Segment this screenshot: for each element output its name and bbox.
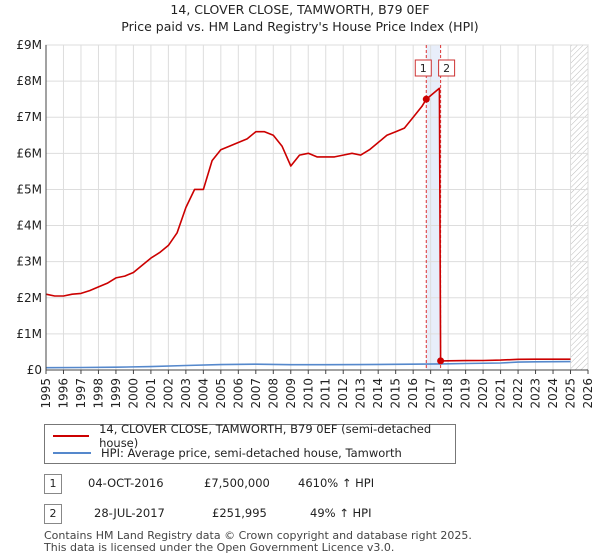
forecast-hatch bbox=[570, 45, 588, 370]
sale-point bbox=[437, 357, 445, 365]
transaction-price: £251,995 bbox=[212, 506, 267, 520]
x-tick-label: 2015 bbox=[389, 378, 403, 409]
y-tick-label: £8M bbox=[16, 74, 42, 88]
x-tick-label: 2016 bbox=[406, 378, 420, 409]
y-tick-label: £1M bbox=[16, 327, 42, 341]
transaction-number: 1 bbox=[44, 474, 62, 494]
legend-label-hpi: HPI: Average price, semi-detached house,… bbox=[101, 446, 402, 460]
x-tick-label: 2024 bbox=[546, 378, 560, 409]
y-tick-label: £7M bbox=[16, 110, 42, 124]
transaction-date: 04-OCT-2016 bbox=[88, 476, 164, 490]
x-tick-label: 1995 bbox=[39, 378, 53, 409]
footer-copyright: Contains HM Land Registry data © Crown c… bbox=[44, 529, 472, 542]
x-tick-label: 2008 bbox=[266, 378, 280, 409]
sale-highlight-band bbox=[426, 45, 441, 370]
price-chart: 14, CLOVER CLOSE, TAMWORTH, B79 0EF Pric… bbox=[16, 2, 595, 409]
x-tick-label: 2001 bbox=[144, 378, 158, 409]
x-tick-label: 1999 bbox=[109, 378, 123, 409]
footer: Contains HM Land Registry data © Crown c… bbox=[44, 530, 472, 554]
chart-subtitle: Price paid vs. HM Land Registry's House … bbox=[121, 19, 478, 34]
x-tick-label: 2003 bbox=[179, 378, 193, 409]
x-tick-label: 2006 bbox=[231, 378, 245, 409]
x-tick-label: 2002 bbox=[161, 378, 175, 409]
transaction-date: 28-JUL-2017 bbox=[94, 506, 165, 520]
x-tick-label: 2000 bbox=[126, 378, 140, 409]
x-tick-label: 2021 bbox=[494, 378, 508, 409]
y-tick-label: £6M bbox=[16, 146, 42, 160]
y-tick-label: £5M bbox=[16, 182, 42, 196]
sale-label: 1 bbox=[420, 62, 427, 75]
x-tick-label: 2011 bbox=[319, 378, 333, 409]
legend: 14, CLOVER CLOSE, TAMWORTH, B79 0EF (sem… bbox=[44, 422, 456, 464]
footer-licence: This data is licensed under the Open Gov… bbox=[44, 541, 395, 554]
chart-title: 14, CLOVER CLOSE, TAMWORTH, B79 0EF bbox=[170, 2, 429, 17]
x-tick-label: 2012 bbox=[336, 378, 350, 409]
x-tick-label: 1998 bbox=[91, 378, 105, 409]
legend-swatch-hpi bbox=[53, 452, 91, 454]
legend-item-hpi: HPI: Average price, semi-detached house,… bbox=[45, 444, 402, 462]
property-price-line bbox=[45, 87, 571, 362]
x-tick-label: 1997 bbox=[74, 378, 88, 409]
transaction-price: £7,500,000 bbox=[204, 476, 270, 490]
sale-label: 2 bbox=[443, 62, 450, 75]
plot-area bbox=[45, 44, 589, 371]
legend-swatch-property bbox=[53, 435, 90, 437]
x-tick-label: 2023 bbox=[529, 378, 543, 409]
transaction-hpi: 49% ↑ HPI bbox=[310, 506, 372, 520]
x-tick-label: 2010 bbox=[301, 378, 315, 409]
x-tick-label: 2025 bbox=[564, 378, 578, 409]
sale-label-box bbox=[414, 59, 432, 77]
x-tick-label: 2017 bbox=[424, 378, 438, 409]
x-tick-label: 2007 bbox=[249, 378, 263, 409]
x-tick-label: 1996 bbox=[56, 378, 70, 409]
x-tick-label: 2019 bbox=[459, 378, 473, 409]
x-tick-label: 2013 bbox=[354, 378, 368, 409]
y-tick-label: £4M bbox=[16, 219, 42, 233]
y-tick-label: £9M bbox=[16, 38, 42, 52]
x-tick-label: 2026 bbox=[581, 378, 595, 409]
sale-label-box bbox=[438, 59, 456, 77]
x-tick-label: 2005 bbox=[214, 378, 228, 409]
y-tick-label: £2M bbox=[16, 291, 42, 305]
x-tick-label: 2022 bbox=[511, 378, 525, 409]
x-tick-label: 2020 bbox=[476, 378, 490, 409]
hpi-line bbox=[45, 360, 571, 369]
x-tick-label: 2014 bbox=[371, 378, 385, 409]
transaction-number: 2 bbox=[44, 504, 62, 524]
x-tick-label: 2018 bbox=[441, 378, 455, 409]
transaction-hpi: 4610% ↑ HPI bbox=[298, 476, 375, 490]
x-tick-label: 2004 bbox=[196, 378, 210, 409]
sale-point bbox=[422, 95, 430, 103]
x-tick-label: 2009 bbox=[284, 378, 298, 409]
legend-label-property: 14, CLOVER CLOSE, TAMWORTH, B79 0EF (sem… bbox=[99, 422, 432, 450]
y-tick-label: £3M bbox=[16, 255, 42, 269]
y-tick-label: £0 bbox=[27, 363, 42, 377]
legend-item-property: 14, CLOVER CLOSE, TAMWORTH, B79 0EF (sem… bbox=[45, 422, 455, 450]
